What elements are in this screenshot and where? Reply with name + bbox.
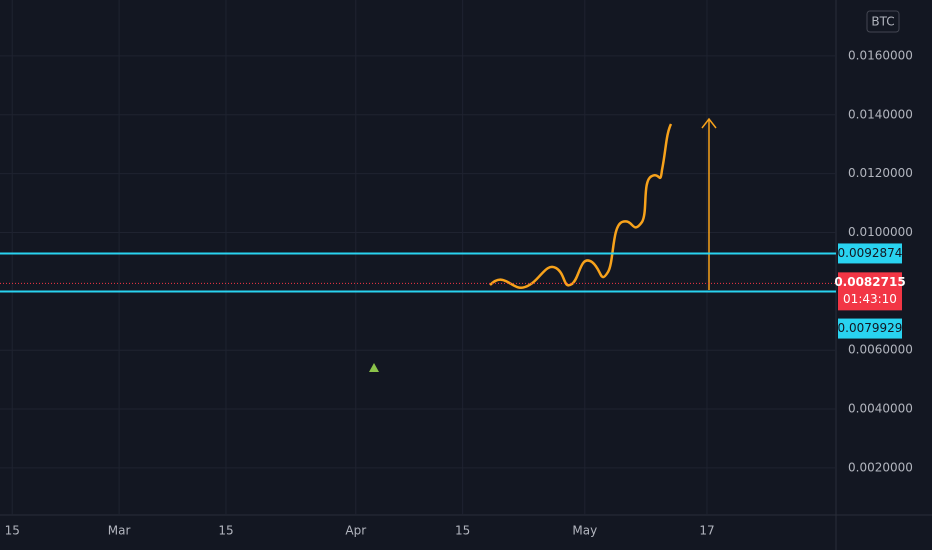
y-tick-label: 0.0120000 — [848, 166, 913, 180]
level-label: 0.0079929 — [838, 321, 903, 335]
y-tick-label: 0.0060000 — [848, 343, 913, 357]
x-tick-label: 15 — [5, 524, 20, 538]
signal-marker — [369, 363, 379, 372]
last-price-badge — [838, 272, 902, 311]
y-tick-label: 0.0040000 — [848, 402, 913, 416]
currency-label: BTC — [871, 15, 894, 29]
y-tick-label: 0.0020000 — [848, 460, 913, 474]
projection-path — [489, 123, 673, 289]
currency-badge — [866, 10, 900, 33]
x-tick-label: May — [572, 524, 597, 538]
y-tick-label: 0.0160000 — [848, 48, 913, 62]
level-badge — [838, 243, 902, 264]
x-tick-label: Mar — [108, 524, 131, 538]
level-label: 0.0092874 — [838, 246, 903, 260]
x-tick-label: 17 — [699, 524, 714, 538]
last-price-label: 0.0082715 — [834, 275, 905, 289]
x-tick-label: 15 — [218, 524, 233, 538]
countdown-label: 01:43:10 — [843, 292, 897, 306]
target-arrow-head — [701, 117, 717, 129]
level-badge — [838, 318, 902, 339]
x-tick-label: Apr — [345, 524, 366, 538]
y-tick-label: 0.0140000 — [848, 107, 913, 121]
x-tick-label: 15 — [455, 524, 470, 538]
marks — [0, 0, 836, 515]
y-tick-label: 0.0100000 — [848, 225, 913, 239]
